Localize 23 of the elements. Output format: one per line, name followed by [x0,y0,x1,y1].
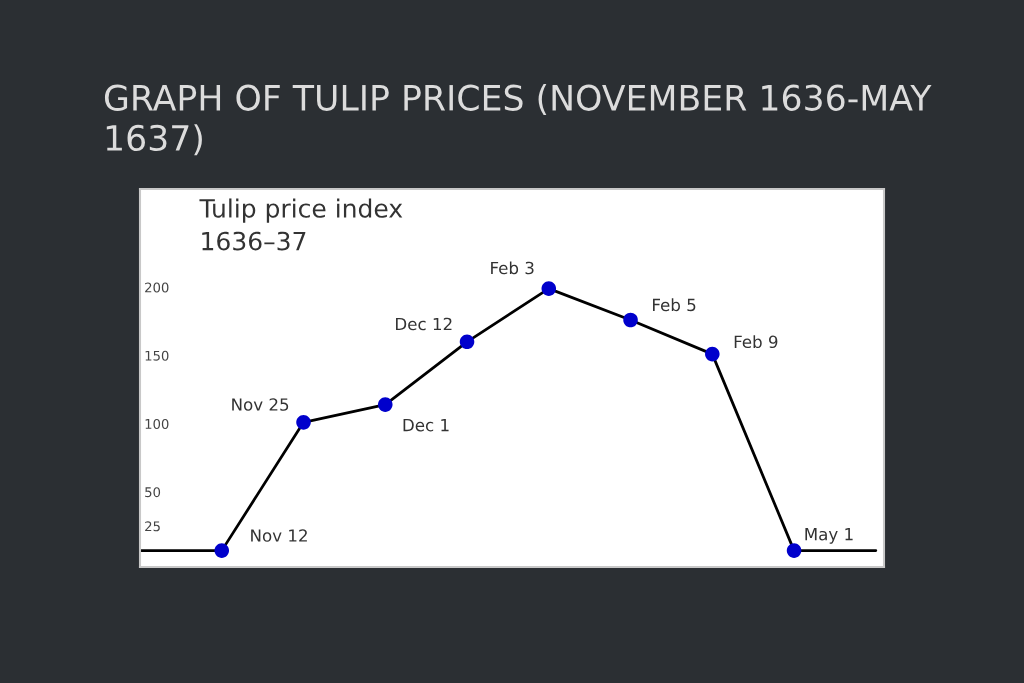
y-tick-label: 100 [145,418,169,429]
annotation: Dec 1 [403,419,449,432]
point [296,415,311,430]
annotation: Dec 12 [396,317,452,331]
y-tick-label: 50 [145,487,161,498]
annotation: Nov 12 [251,529,307,542]
annotation: May 1 [805,528,853,544]
text: Tulip price index 1636–37 [199,198,403,251]
point [541,281,557,296]
y-tick-label: 200 [145,282,169,293]
point [459,334,475,350]
annotation: Nov 25 [232,398,289,411]
annotation: Feb 5 [653,298,696,312]
point [623,312,638,328]
y-tick-label: 150 [145,350,169,361]
annotation: Feb 9 [734,335,778,349]
annotation: Feb 3 [491,261,534,275]
point [377,397,393,412]
chart-title: GRAPH OF TULIP PRICES (NOVEMBER 1636-MAY 1637) [104,84,932,156]
point [786,543,802,558]
point [214,543,230,558]
y-tick-label: 25 [145,521,160,532]
point [705,346,720,362]
